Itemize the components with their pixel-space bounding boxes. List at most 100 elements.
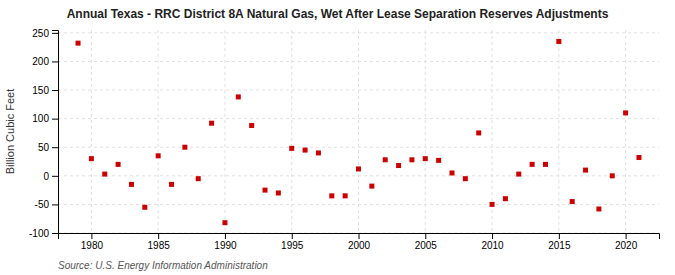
tick-label: -100 bbox=[29, 228, 49, 239]
point bbox=[556, 39, 561, 44]
x-axis: 1980 1985 1990 1995 2000 2005 2010 2015 2020 bbox=[59, 233, 660, 251]
point bbox=[89, 156, 94, 161]
tick-mark bbox=[292, 233, 293, 239]
tick: 1995 bbox=[281, 233, 304, 251]
grid-line bbox=[358, 30, 359, 233]
point bbox=[182, 145, 187, 150]
tick: 2000 bbox=[348, 233, 371, 251]
tick-mark bbox=[52, 33, 58, 34]
tick-mark bbox=[225, 233, 226, 239]
tick-label: 200 bbox=[32, 56, 49, 67]
point bbox=[116, 162, 121, 167]
tick-label: 2010 bbox=[481, 240, 504, 251]
grid-line bbox=[558, 30, 559, 233]
grid-line bbox=[425, 30, 426, 233]
tick-mark bbox=[52, 204, 58, 205]
tick-label: 1980 bbox=[81, 240, 104, 251]
tick: 2005 bbox=[415, 233, 438, 251]
tick: 2020 bbox=[615, 233, 638, 251]
tick: 100 bbox=[32, 113, 58, 124]
tick: 50 bbox=[38, 142, 58, 153]
axis-line bbox=[52, 31, 59, 234]
point bbox=[423, 156, 428, 161]
axis-line bbox=[59, 234, 660, 240]
annotation: Source: U.S. Energy Information Administ… bbox=[58, 260, 268, 271]
grid-line bbox=[625, 30, 626, 233]
tick: 0 bbox=[43, 171, 58, 182]
point bbox=[156, 153, 161, 158]
grid bbox=[58, 30, 659, 233]
tick: 2015 bbox=[548, 233, 571, 251]
tick: 150 bbox=[32, 85, 58, 96]
title: Annual Texas - RRC District 8A Natural G… bbox=[67, 7, 609, 21]
tick-mark bbox=[52, 90, 58, 91]
point bbox=[343, 193, 348, 198]
tick-label: -50 bbox=[35, 199, 50, 210]
y-axis-label: Billion Cubic Feet bbox=[4, 89, 16, 175]
tick-label: 2015 bbox=[548, 240, 571, 251]
point bbox=[169, 182, 174, 187]
point bbox=[329, 193, 334, 198]
chart: Annual Texas - RRC District 8A Natural G… bbox=[0, 0, 675, 275]
tick-label: 2020 bbox=[615, 240, 638, 251]
point bbox=[76, 41, 81, 46]
tick: 1980 bbox=[81, 233, 104, 251]
point bbox=[610, 173, 615, 178]
grid-line bbox=[58, 118, 659, 119]
tick-mark bbox=[158, 233, 159, 239]
point bbox=[316, 150, 321, 155]
tick-mark bbox=[52, 147, 58, 148]
point bbox=[289, 146, 294, 151]
grid-line bbox=[224, 30, 225, 233]
tick-label: 0 bbox=[43, 171, 49, 182]
tick-mark bbox=[425, 233, 426, 239]
point bbox=[209, 121, 214, 126]
tick-label: 1990 bbox=[214, 240, 237, 251]
point bbox=[583, 168, 588, 173]
tick: -100 bbox=[29, 228, 58, 239]
points bbox=[76, 39, 642, 225]
point bbox=[449, 170, 454, 175]
plot: 198019851990199520002005201020152020-100… bbox=[29, 28, 660, 252]
tick-label: 100 bbox=[32, 113, 49, 124]
point bbox=[623, 110, 628, 115]
point bbox=[142, 205, 147, 210]
point bbox=[396, 163, 401, 168]
tick-mark bbox=[492, 233, 493, 239]
tick-label: 2005 bbox=[415, 240, 438, 251]
tick: 2010 bbox=[481, 233, 504, 251]
point bbox=[570, 199, 575, 204]
tick: 250 bbox=[32, 28, 58, 39]
point bbox=[476, 130, 481, 135]
tick-mark bbox=[52, 61, 58, 62]
point bbox=[636, 155, 641, 160]
point bbox=[276, 190, 281, 195]
tick-mark bbox=[359, 233, 360, 239]
point bbox=[436, 158, 441, 163]
tick: 1990 bbox=[214, 233, 237, 251]
tick-label: 1995 bbox=[281, 240, 304, 251]
tick-mark bbox=[626, 233, 627, 239]
tick-label: 150 bbox=[32, 85, 49, 96]
point bbox=[490, 202, 495, 207]
tick: -50 bbox=[35, 199, 58, 210]
point bbox=[369, 184, 374, 189]
tick-label: 50 bbox=[38, 142, 50, 153]
tick: 1985 bbox=[148, 233, 171, 251]
tick-label: 1985 bbox=[148, 240, 171, 251]
tick-mark bbox=[559, 233, 560, 239]
point bbox=[303, 148, 308, 153]
point bbox=[503, 196, 508, 201]
tick-label: 2000 bbox=[348, 240, 371, 251]
tick-mark bbox=[52, 176, 58, 177]
point bbox=[102, 172, 107, 177]
point bbox=[383, 157, 388, 162]
point bbox=[129, 182, 134, 187]
tick: 200 bbox=[32, 56, 58, 67]
grid-line bbox=[158, 30, 159, 233]
tick-label: 250 bbox=[32, 28, 49, 39]
point bbox=[356, 166, 361, 171]
tick-mark bbox=[52, 119, 58, 120]
point bbox=[236, 94, 241, 99]
point bbox=[409, 157, 414, 162]
